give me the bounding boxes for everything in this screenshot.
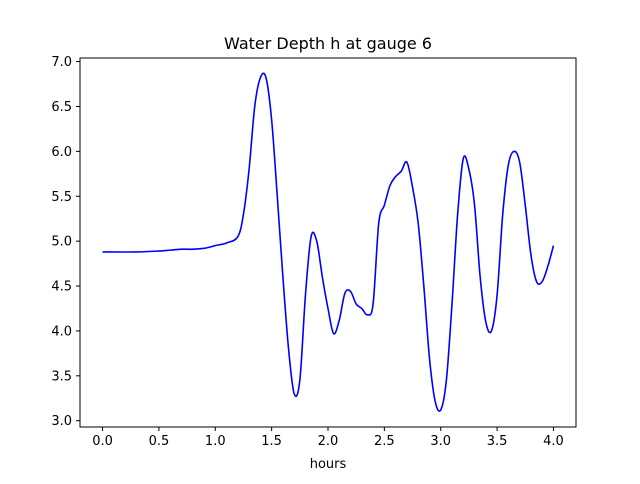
chart-title: Water Depth h at gauge 6: [224, 34, 432, 53]
x-tick-label: 0.0: [92, 434, 113, 449]
x-tick-label: 1.0: [205, 434, 226, 449]
y-tick-label: 5.0: [51, 235, 72, 250]
y-tick-label: 3.0: [51, 414, 72, 429]
y-tick-label: 7.0: [51, 55, 72, 70]
series-line-0: [102, 72, 555, 413]
y-tick-label: 3.5: [51, 369, 72, 384]
plot-area: 0.0 0.5 1.0 1.5 2.0 2.5 3.0 3.5 4.0 3.0 3.5 4.0 4.5 5…: [51, 55, 577, 449]
x-axis-label: hours: [310, 457, 347, 472]
y-tick-label: 5.5: [51, 190, 72, 205]
y-tick-label: 4.0: [51, 324, 72, 339]
x-tick-label: 0.5: [149, 434, 170, 449]
x-tick-label: 2.5: [374, 434, 395, 449]
y-tick-label: 4.5: [51, 280, 72, 295]
x-tick-label: 3.5: [487, 434, 508, 449]
y-tick-label: 6.0: [51, 145, 72, 160]
y-tick-label: 6.5: [51, 100, 72, 115]
x-tick-label: 3.0: [430, 434, 451, 449]
x-tick-label: 2.0: [318, 434, 339, 449]
x-tick-label: 1.5: [261, 434, 282, 449]
x-tick-label: 4.0: [543, 434, 564, 449]
